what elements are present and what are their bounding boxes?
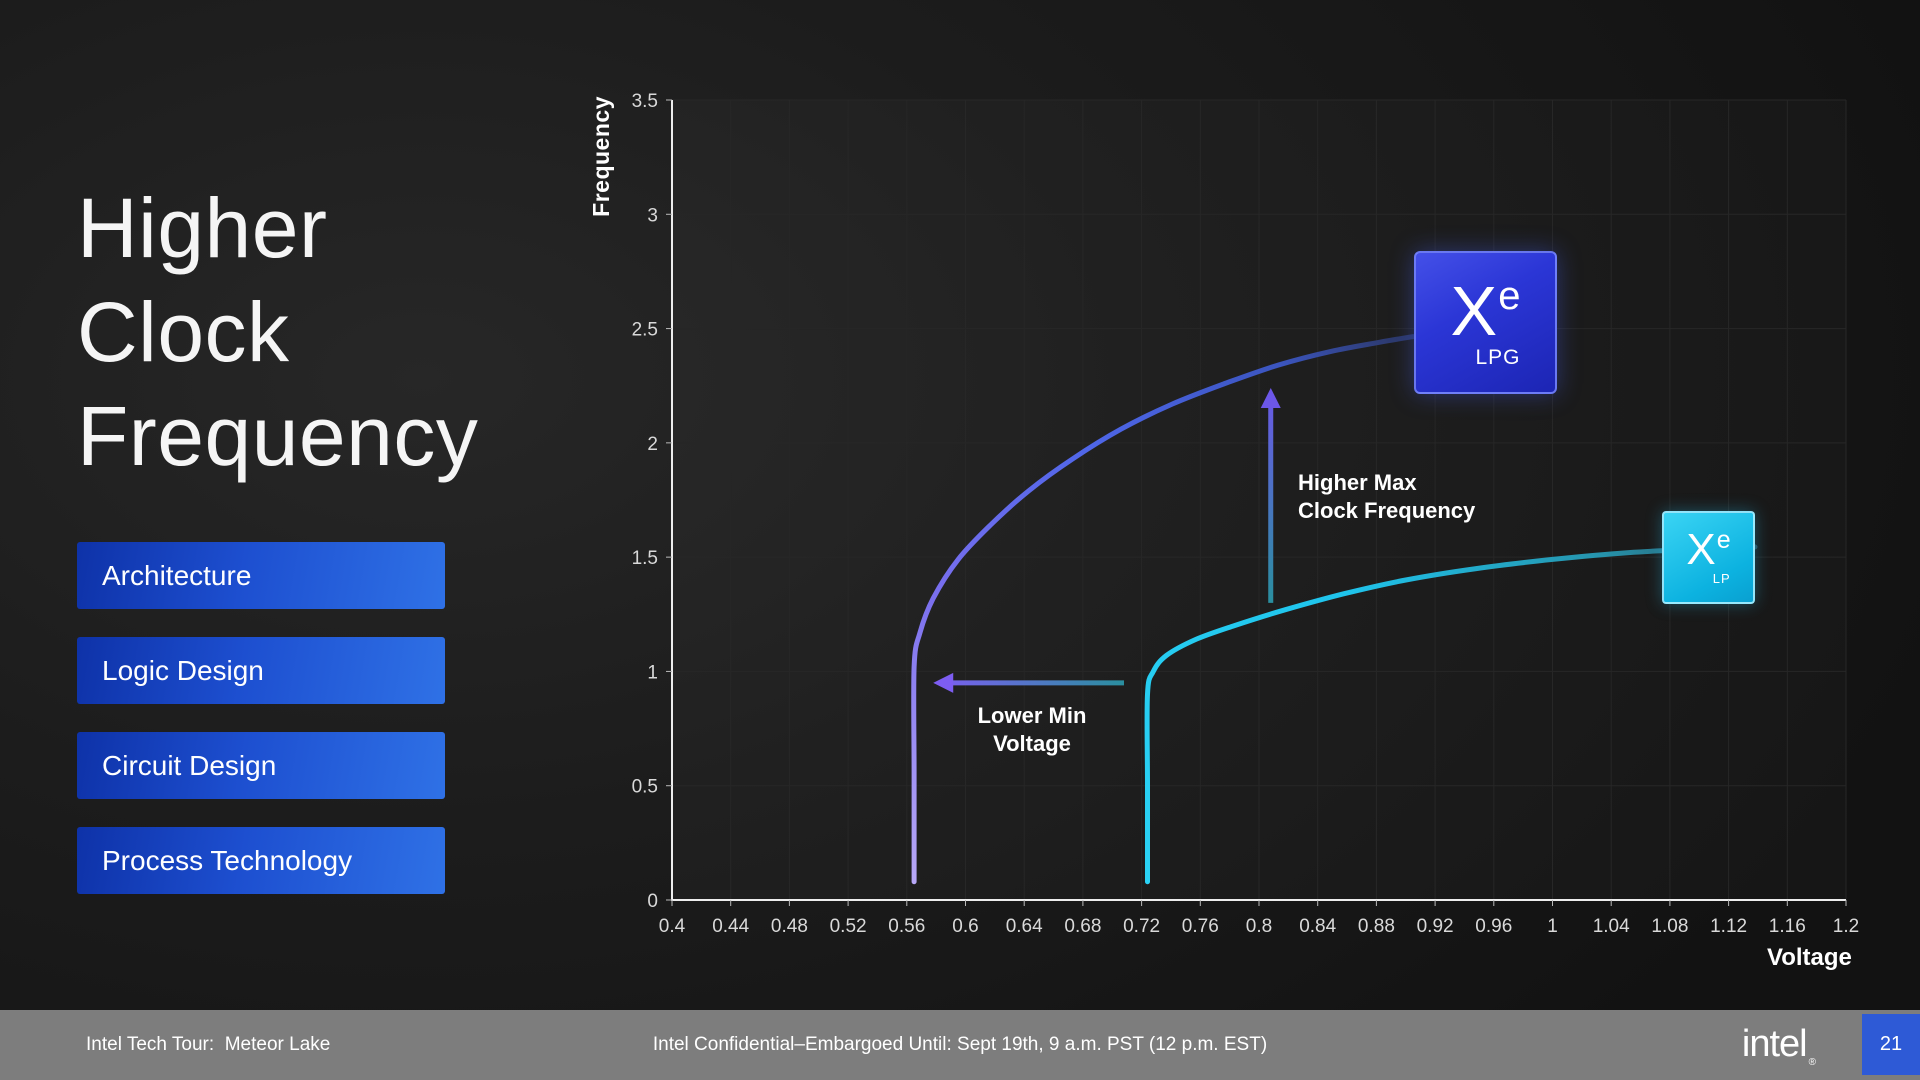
xe-lpg-label: LPG	[1475, 345, 1521, 369]
title-line-3: Frequency	[77, 389, 479, 483]
registered-mark: ®	[1808, 1057, 1816, 1068]
x-tick-label: 1.16	[1769, 916, 1806, 937]
nav-chip-logic-design: Logic Design	[77, 637, 445, 704]
left-arrow-head	[933, 672, 954, 693]
xe-logo-x: X	[1450, 271, 1498, 350]
series-xe-lp	[1144, 544, 1758, 885]
y-tick-label: 1	[647, 662, 658, 683]
nav-chip-label: Architecture	[102, 559, 252, 591]
x-tick-label: 0.44	[712, 916, 749, 937]
nav-chip-architecture: Architecture	[77, 542, 445, 609]
series-xe-lpg	[911, 334, 1416, 885]
title-line-2: Clock	[77, 285, 290, 379]
xe-lpg-badge: X e LPG	[1414, 251, 1557, 394]
xe-lp-label: LP	[1712, 571, 1731, 587]
y-tick-label: 3.5	[632, 91, 658, 112]
title-line-1: Higher	[77, 181, 328, 275]
y-tick-label: 2.5	[632, 320, 658, 341]
xe-lp-badge: X e LP	[1662, 511, 1755, 604]
nav-chip-label: Circuit Design	[102, 749, 277, 781]
x-tick-label: 1.2	[1833, 916, 1859, 937]
intel-logo-text: intel	[1741, 1023, 1808, 1065]
x-tick-label: 0.64	[1006, 916, 1043, 937]
x-tick-label: 0.96	[1475, 916, 1512, 937]
x-tick-label: 0.84	[1299, 916, 1336, 937]
x-tick-label: 0.88	[1358, 916, 1395, 937]
x-tick-label: 0.68	[1064, 916, 1101, 937]
x-tick-label: 1.08	[1651, 916, 1688, 937]
page-title: Higher Clock Frequency	[77, 176, 478, 488]
xe-logo-e: e	[1716, 526, 1731, 555]
nav-chip-label: Process Technology	[102, 844, 353, 876]
y-tick-label: 0	[647, 891, 658, 912]
nav-chip-label: Logic Design	[102, 654, 264, 686]
x-tick-label: 0.6	[952, 916, 978, 937]
x-tick-label: 0.4	[659, 916, 686, 937]
xe-lp-logo: X e LP	[1686, 528, 1730, 586]
footer-bar: Intel Tech Tour: Meteor Lake Intel Confi…	[0, 1010, 1920, 1080]
x-tick-label: 0.56	[888, 916, 925, 937]
x-tick-label: 1	[1547, 916, 1558, 937]
up-arrow-head	[1260, 388, 1281, 408]
x-tick-label: 0.48	[771, 916, 808, 937]
page-number-badge: 21	[1862, 1014, 1920, 1075]
x-tick-label: 0.52	[830, 916, 867, 937]
y-tick-label: 1.5	[632, 548, 658, 569]
annotation-line: Clock Frequency	[1298, 498, 1476, 523]
xe-logo-x: X	[1686, 525, 1716, 575]
x-tick-label: 0.92	[1417, 916, 1454, 937]
x-tick-label: 0.76	[1182, 916, 1219, 937]
footer-event-text: Intel Tech Tour: Meteor Lake	[86, 1034, 331, 1055]
x-tick-label: 1.12	[1710, 916, 1747, 937]
nav-chip-process-technology: Process Technology	[77, 827, 445, 894]
y-tick-label: 2	[647, 434, 658, 455]
annotation-higher-max-clock-frequency: Higher Max Clock Frequency	[1298, 469, 1475, 525]
x-tick-label: 1.04	[1593, 916, 1630, 937]
x-tick-label: 0.72	[1123, 916, 1160, 937]
xe-logo-e: e	[1498, 273, 1521, 318]
y-tick-label: 3	[647, 205, 658, 226]
xe-lpg-logo: X e LPG	[1451, 276, 1521, 369]
x-axis-label: Voltage	[1767, 944, 1852, 971]
annotation-lower-min-voltage: Lower Min Voltage	[942, 702, 1122, 758]
y-axis-label: Frequency	[588, 96, 614, 217]
annotation-line: Lower Min	[977, 703, 1087, 728]
y-tick-label: 0.5	[632, 777, 658, 798]
nav-chip-circuit-design: Circuit Design	[77, 732, 445, 799]
annotation-line: Higher Max	[1298, 470, 1417, 495]
x-tick-label: 0.8	[1246, 916, 1272, 937]
footer-confidential-text: Intel Confidential–Embargoed Until: Sept…	[652, 1034, 1268, 1055]
annotation-line: Voltage	[993, 731, 1071, 756]
intel-logo: intel ®	[1741, 1023, 1816, 1068]
